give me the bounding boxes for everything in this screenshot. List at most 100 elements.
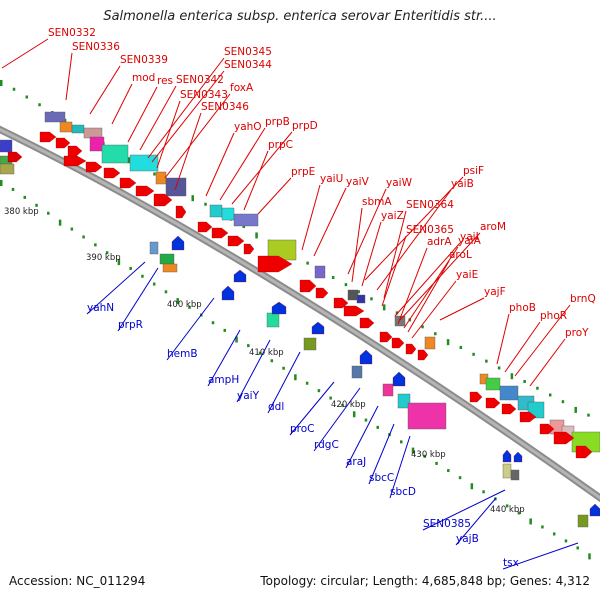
gene-label-res[interactable]: res — [157, 75, 173, 87]
gene-label-yaiy[interactable]: yaiY — [237, 390, 260, 402]
gene-line-sen0339 — [89, 65, 121, 115]
gene-line-res — [127, 86, 158, 143]
gene-label-tsx[interactable]: tsx — [503, 557, 519, 569]
gene-label-yaib[interactable]: yaiB — [451, 178, 474, 190]
gene-label-yaiz[interactable]: yaiZ — [381, 210, 404, 222]
gene-label-arom[interactable]: aroM — [480, 221, 506, 233]
tick-mark — [176, 298, 179, 305]
gene-label-yaiu[interactable]: yaiU — [320, 173, 343, 185]
tick-mark — [306, 261, 309, 265]
tick-mark — [141, 274, 144, 278]
gene-label-yaie[interactable]: yaiE — [456, 269, 478, 281]
tick-mark — [258, 351, 262, 355]
tick-mark — [411, 447, 415, 454]
tick-mark — [282, 366, 285, 370]
gene-label-sen0364[interactable]: SEN0364 — [406, 199, 454, 211]
gene-label-yajf[interactable]: yajF — [484, 286, 506, 298]
gene-label-yaii[interactable]: yaiI — [460, 231, 479, 243]
gene-label-yajb[interactable]: yajB — [456, 533, 479, 545]
tick-mark — [529, 518, 532, 525]
gene-label-yahn[interactable]: yahN — [87, 302, 114, 314]
tick-mark — [235, 336, 238, 343]
gene-label-amph[interactable]: ampH — [208, 374, 239, 386]
tick-mark — [294, 374, 297, 381]
gene-arrow-12 — [197, 221, 213, 233]
tick-mark — [331, 276, 335, 280]
gene-label-sen0332[interactable]: SEN0332 — [48, 27, 96, 39]
tick-mark — [564, 539, 568, 543]
gene-label-sen0385[interactable]: SEN0385 — [423, 518, 471, 530]
tick-mark — [11, 187, 15, 191]
gene-line-sen0346 — [174, 112, 202, 191]
gene-label-sen0343[interactable]: SEN0343 — [180, 89, 228, 101]
gene-label-sen0339[interactable]: SEN0339 — [120, 54, 168, 66]
gene-box-26 — [303, 337, 317, 351]
tick-mark — [588, 553, 591, 560]
gene-line-brnq — [514, 304, 571, 377]
gene-label-foxa[interactable]: foxA — [230, 82, 254, 94]
gene-label-psif[interactable]: psiF — [463, 165, 484, 177]
gene-line-sen0364 — [383, 210, 407, 299]
gene-line-sen0385 — [422, 489, 506, 531]
gene-label-sen0345[interactable]: SEN0345 — [224, 46, 272, 58]
gene-label-prpe[interactable]: prpE — [291, 166, 315, 178]
gene-label-brnq[interactable]: brnQ — [570, 293, 596, 305]
gene-box-14 — [221, 207, 235, 221]
gene-box-41 — [577, 514, 589, 528]
tick-mark — [25, 95, 29, 99]
gene-label-phor[interactable]: phoR — [540, 310, 567, 322]
gene-label-adra[interactable]: adrA — [427, 236, 452, 248]
gene-label-prpr[interactable]: prpR — [118, 319, 143, 331]
gene-label-hemb[interactable]: hemB — [167, 348, 198, 360]
gene-label-sbcc[interactable]: sbcC — [369, 472, 394, 484]
gene-label-sen0346[interactable]: SEN0346 — [201, 101, 249, 113]
gene-line-yaib — [376, 189, 452, 291]
gene-box-18 — [347, 289, 359, 301]
gene-line-yaiv — [313, 187, 347, 257]
gene-label-sen0342[interactable]: SEN0342 — [176, 74, 224, 86]
gene-box-33 — [499, 385, 519, 401]
gene-arrow-14 — [227, 235, 245, 247]
gene-line-prpe — [257, 177, 292, 215]
gene-arrow-39 — [392, 371, 406, 387]
gene-label-yaiv[interactable]: yaiV — [346, 176, 370, 188]
gene-label-prpd[interactable]: prpD — [292, 120, 318, 132]
gene-label-ddl[interactable]: ddl — [268, 401, 284, 413]
gene-arrow-9 — [135, 185, 155, 197]
gene-box-32 — [485, 377, 501, 391]
gene-box-27 — [351, 365, 363, 379]
gene-label-proc[interactable]: proC — [290, 423, 315, 435]
gene-arrow-38 — [359, 349, 373, 365]
tick-mark — [204, 202, 207, 206]
gene-box-4 — [44, 111, 66, 123]
gene-label-yaho[interactable]: yahO — [234, 121, 262, 133]
tick-mark — [536, 386, 539, 390]
gene-arrow-30 — [539, 423, 555, 435]
gene-label-arol[interactable]: aroL — [449, 249, 472, 261]
gene-label-yaia[interactable]: yaiA — [458, 235, 482, 247]
tick-mark — [435, 461, 438, 465]
gene-label-prpb[interactable]: prpB — [265, 116, 290, 128]
tick-mark — [164, 290, 168, 294]
gene-box-39 — [502, 463, 512, 479]
gene-label-rdgc[interactable]: rdgC — [314, 439, 339, 451]
gene-box-9 — [101, 144, 129, 164]
tick-mark — [421, 325, 424, 329]
gene-line-phob — [496, 313, 510, 365]
gene-label-sen0344[interactable]: SEN0344 — [224, 59, 272, 71]
gene-label-prpc[interactable]: prpC — [268, 139, 293, 151]
gene-label-phob[interactable]: phoB — [509, 302, 536, 314]
gene-line-psif — [364, 176, 464, 281]
gene-label-mod[interactable]: mod — [132, 72, 155, 84]
gene-label-araj[interactable]: araJ — [346, 456, 366, 468]
gene-label-proy[interactable]: proY — [565, 327, 589, 339]
gene-label-sen0365[interactable]: SEN0365 — [406, 224, 454, 236]
gene-line-proc — [289, 381, 335, 436]
tick-mark — [35, 203, 38, 207]
kbp-label-390-kbp: 390 kbp — [86, 253, 121, 263]
gene-label-sbcd[interactable]: sbcD — [390, 486, 416, 498]
tick-mark — [395, 311, 399, 315]
gene-label-yaiw[interactable]: yaiW — [386, 177, 413, 189]
gene-label-sbma[interactable]: sbmA — [362, 196, 392, 208]
gene-label-sen0336[interactable]: SEN0336 — [72, 41, 120, 53]
